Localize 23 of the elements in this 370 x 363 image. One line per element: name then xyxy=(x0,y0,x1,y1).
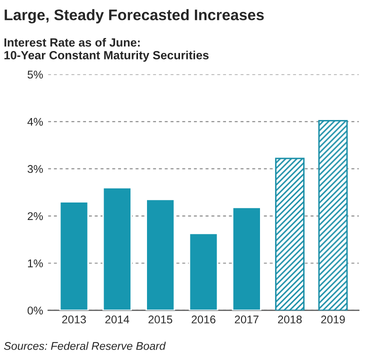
chart-subtitle: Interest Rate as of June: 10-Year Constant Maturity Securities xyxy=(4,38,209,62)
x-tick-label: 2013 xyxy=(62,316,86,324)
x-tick-label: 2014 xyxy=(105,316,130,324)
y-tick-label: 4% xyxy=(27,118,43,126)
y-tick-label: 3% xyxy=(28,165,43,173)
x-tick-label: 2018 xyxy=(278,316,302,324)
x-tick-label: 2017 xyxy=(234,316,258,324)
bar xyxy=(318,120,348,310)
y-tick-label: 0% xyxy=(28,306,43,314)
bar xyxy=(188,232,218,310)
x-tick-label: 2019 xyxy=(321,316,345,324)
x-tick-label: 2015 xyxy=(148,316,172,324)
bar xyxy=(146,198,176,310)
y-tick-label: 1% xyxy=(28,259,43,268)
source-note: Sources: Federal Reserve Board xyxy=(4,342,166,350)
chart-title: Large, Steady Forecasted Increases xyxy=(4,9,264,24)
bar xyxy=(275,158,305,310)
x-tick-label: 2016 xyxy=(192,316,216,324)
y-tick-label: 5% xyxy=(28,70,43,79)
bar xyxy=(102,186,132,310)
y-tick-label: 2% xyxy=(28,212,43,220)
bar xyxy=(59,201,89,310)
bar xyxy=(232,206,262,310)
